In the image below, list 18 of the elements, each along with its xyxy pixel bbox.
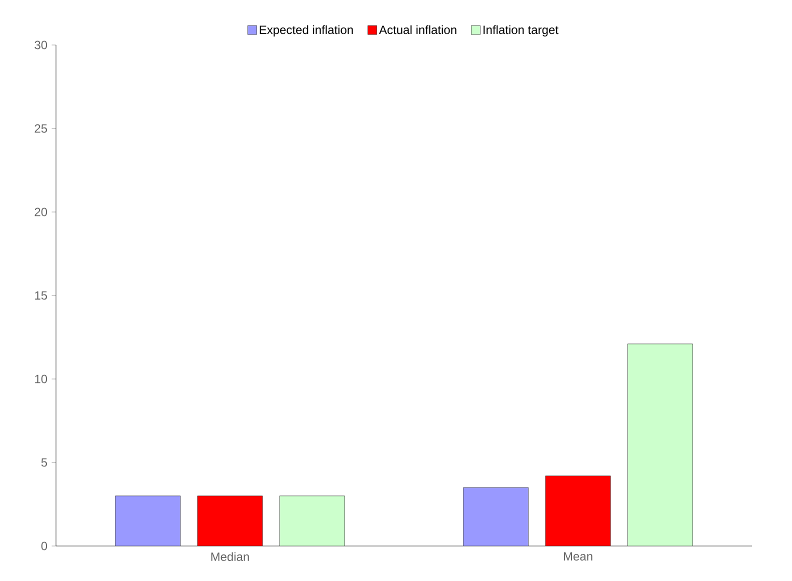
bar bbox=[627, 344, 693, 546]
y-tick-label: 0 bbox=[41, 542, 48, 550]
y-tick-label: 10 bbox=[35, 374, 48, 384]
bar bbox=[197, 496, 263, 546]
legend-label: Expected inflation bbox=[260, 25, 353, 36]
bar bbox=[463, 487, 529, 546]
legend-label: Inflation target bbox=[484, 25, 558, 36]
y-tick-label: 5 bbox=[41, 458, 48, 467]
bar bbox=[545, 476, 611, 546]
y-tick-label: 15 bbox=[35, 291, 48, 300]
legend-label: Actual inflation bbox=[379, 25, 456, 34]
y-tick-label: 25 bbox=[34, 124, 48, 133]
y-tick-label: 20 bbox=[34, 208, 48, 216]
x-tick-label: Mean bbox=[564, 552, 592, 561]
bar bbox=[115, 496, 181, 546]
bar bbox=[279, 496, 345, 546]
x-tick-label: Median bbox=[211, 552, 249, 562]
y-tick-label: 30 bbox=[34, 40, 48, 50]
